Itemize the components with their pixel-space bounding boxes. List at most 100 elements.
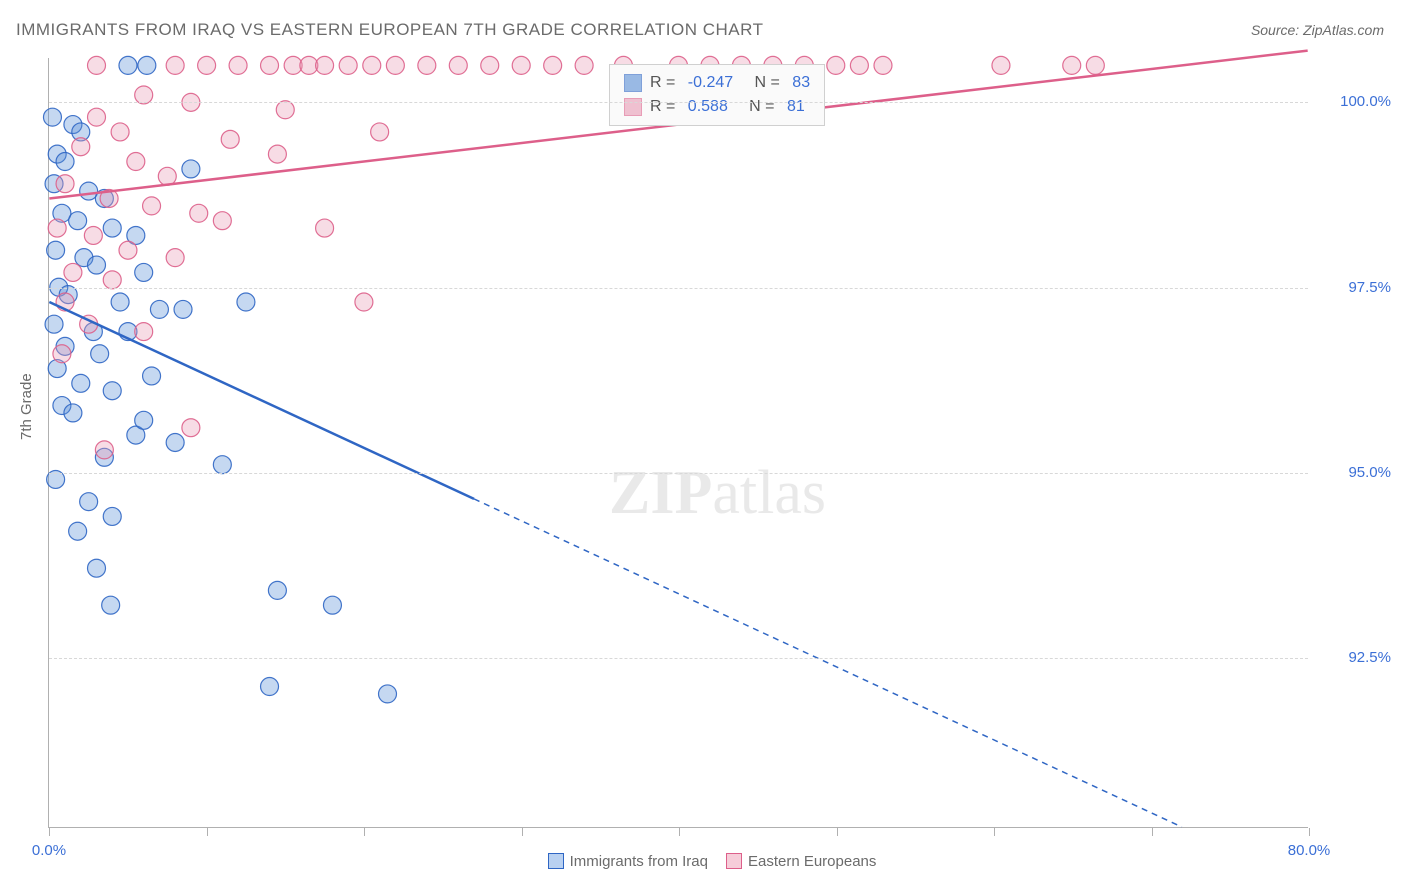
regression-line-dashed-iraq (474, 499, 1182, 827)
scatter-point-eastern (127, 153, 145, 171)
scatter-point-eastern (1063, 56, 1081, 74)
scatter-point-eastern (544, 56, 562, 74)
scatter-point-iraq (379, 685, 397, 703)
scatter-point-eastern (64, 263, 82, 281)
stats-n-prefix: N = (741, 71, 784, 95)
scatter-point-iraq (143, 367, 161, 385)
scatter-point-iraq (323, 596, 341, 614)
scatter-point-eastern (316, 219, 334, 237)
x-tick-mark (1152, 828, 1153, 836)
stats-row-iraq: R = -0.247 N = 83 (624, 71, 810, 95)
scatter-point-eastern (95, 441, 113, 459)
x-tick-mark (207, 828, 208, 836)
scatter-point-eastern (276, 101, 294, 119)
stats-n-value-iraq: 83 (792, 71, 810, 95)
x-tick-mark (837, 828, 838, 836)
scatter-point-eastern (1086, 56, 1104, 74)
scatter-point-iraq (56, 153, 74, 171)
stats-r-prefix: R = (650, 95, 680, 119)
scatter-point-eastern (198, 56, 216, 74)
scatter-point-eastern (72, 138, 90, 156)
scatter-point-iraq (135, 411, 153, 429)
gridline-horizontal (49, 288, 1308, 289)
scatter-point-eastern (84, 226, 102, 244)
scatter-point-eastern (992, 56, 1010, 74)
scatter-point-eastern (221, 130, 239, 148)
scatter-point-iraq (45, 315, 63, 333)
scatter-point-iraq (111, 293, 129, 311)
scatter-point-eastern (190, 204, 208, 222)
stats-n-prefix: N = (736, 95, 779, 119)
scatter-point-iraq (80, 493, 98, 511)
scatter-point-iraq (103, 382, 121, 400)
y-tick-label: 100.0% (1321, 93, 1391, 110)
scatter-point-iraq (135, 263, 153, 281)
scatter-point-iraq (103, 507, 121, 525)
scatter-point-iraq (119, 56, 137, 74)
scatter-point-eastern (48, 219, 66, 237)
scatter-point-eastern (371, 123, 389, 141)
scatter-point-iraq (69, 522, 87, 540)
scatter-point-iraq (182, 160, 200, 178)
x-tick-mark (364, 828, 365, 836)
plot-svg (49, 58, 1308, 827)
scatter-point-eastern (449, 56, 467, 74)
x-tick-mark (522, 828, 523, 836)
legend-swatch (726, 853, 742, 869)
scatter-point-iraq (150, 300, 168, 318)
scatter-point-iraq (174, 300, 192, 318)
stats-box: R = -0.247 N = 83R = 0.588 N = 81 (609, 64, 825, 126)
scatter-point-eastern (874, 56, 892, 74)
plot-area: ZIPatlas R = -0.247 N = 83R = 0.588 N = … (48, 58, 1308, 828)
scatter-point-eastern (339, 56, 357, 74)
y-tick-label: 92.5% (1321, 649, 1391, 666)
chart-title: IMMIGRANTS FROM IRAQ VS EASTERN EUROPEAN… (16, 20, 763, 40)
scatter-point-eastern (363, 56, 381, 74)
scatter-point-eastern (268, 145, 286, 163)
source-attribution: Source: ZipAtlas.com (1251, 22, 1384, 38)
scatter-point-eastern (119, 241, 137, 259)
gridline-horizontal (49, 473, 1308, 474)
stats-r-prefix: R = (650, 71, 680, 95)
scatter-point-iraq (102, 596, 120, 614)
scatter-point-iraq (47, 241, 65, 259)
scatter-point-iraq (91, 345, 109, 363)
scatter-point-eastern (158, 167, 176, 185)
scatter-point-eastern (53, 345, 71, 363)
scatter-point-eastern (386, 56, 404, 74)
stats-n-value-eastern: 81 (787, 95, 805, 119)
scatter-point-eastern (850, 56, 868, 74)
scatter-point-eastern (166, 56, 184, 74)
scatter-point-iraq (88, 559, 106, 577)
scatter-point-iraq (237, 293, 255, 311)
y-tick-label: 95.0% (1321, 464, 1391, 481)
stats-r-value-iraq: -0.247 (688, 71, 733, 95)
scatter-point-eastern (481, 56, 499, 74)
scatter-point-iraq (64, 404, 82, 422)
scatter-point-eastern (229, 56, 247, 74)
scatter-point-iraq (213, 456, 231, 474)
regression-line-iraq (49, 302, 474, 499)
scatter-point-iraq (72, 374, 90, 392)
scatter-point-eastern (135, 323, 153, 341)
scatter-point-eastern (418, 56, 436, 74)
scatter-point-iraq (43, 108, 61, 126)
scatter-point-eastern (512, 56, 530, 74)
scatter-point-iraq (103, 219, 121, 237)
legend-label: Immigrants from Iraq (570, 853, 708, 870)
y-axis-label: 7th Grade (18, 373, 35, 440)
y-tick-label: 97.5% (1321, 279, 1391, 296)
stats-swatch-eastern (624, 98, 642, 116)
scatter-point-eastern (103, 271, 121, 289)
scatter-point-iraq (69, 212, 87, 230)
scatter-point-eastern (56, 175, 74, 193)
scatter-point-eastern (143, 197, 161, 215)
scatter-point-eastern (827, 56, 845, 74)
stats-r-value-eastern: 0.588 (688, 95, 728, 119)
legend-bottom: Immigrants from IraqEastern Europeans (0, 853, 1406, 870)
scatter-point-eastern (261, 56, 279, 74)
stats-swatch-iraq (624, 74, 642, 92)
gridline-horizontal (49, 658, 1308, 659)
scatter-point-eastern (88, 108, 106, 126)
scatter-point-iraq (166, 434, 184, 452)
